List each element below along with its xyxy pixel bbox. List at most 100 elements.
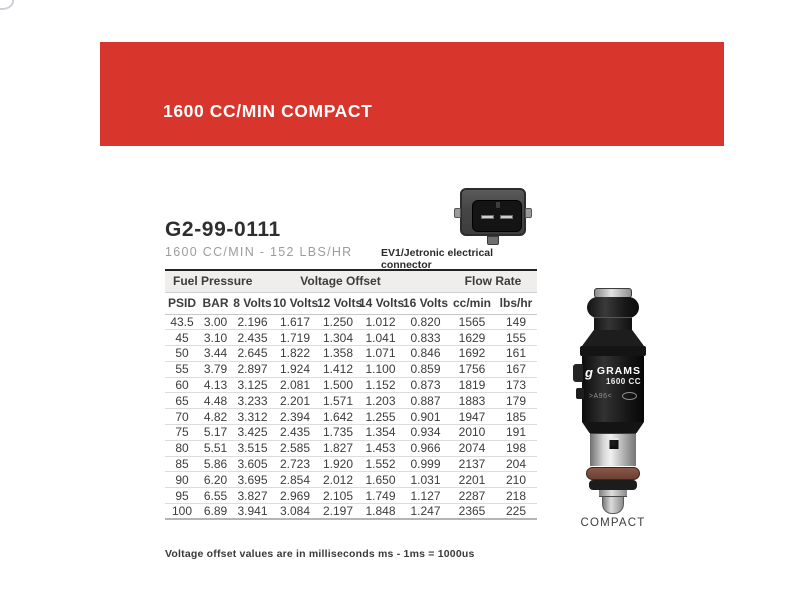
table-row: 65 4.48 3.233 2.201 1.571 1.203 0.887 1883 179 (165, 392, 538, 410)
table-cell: 1.920 (317, 456, 359, 473)
injector-clip-tab-2 (576, 388, 584, 399)
table-cell: 1883 (449, 392, 495, 410)
table-cell: 5.17 (199, 424, 232, 441)
part-number: G2-99-0111 (165, 218, 281, 241)
table-cell: 0.934 (402, 424, 449, 441)
table-cell: 1.848 (359, 503, 402, 521)
col-header-psid: PSID (165, 292, 199, 315)
table-cell: 2074 (449, 440, 495, 457)
corner-artifact (0, 0, 14, 10)
connector-housing (460, 188, 526, 236)
table-cell: 1.822 (273, 345, 317, 362)
table-cell: 2.012 (317, 471, 359, 489)
table-cell: 1.650 (359, 471, 402, 489)
col-header-ccmin: cc/min (449, 292, 495, 315)
table-row: 70 4.82 3.312 2.394 1.642 1.255 0.901 1947 185 (165, 408, 538, 426)
injector-caption: COMPACT (580, 517, 646, 529)
table-cell: 85 (165, 456, 199, 473)
table-cell: 2365 (449, 503, 495, 521)
table-row: 60 4.13 3.125 2.081 1.500 1.152 0.873 1819 173 (165, 377, 538, 394)
page-title: 1600 CC/MIN COMPACT (163, 101, 373, 121)
table-column-header-row: PSID BAR 8 Volts 10 Volts 12 Volts 14 Vo… (165, 292, 538, 315)
table-cell: 1756 (449, 361, 495, 378)
table-cell: 1.571 (317, 392, 359, 410)
table-cell: 80 (165, 440, 199, 457)
table-cell: 3.10 (199, 329, 232, 347)
table-cell: 1.358 (317, 345, 359, 362)
table-cell: 3.44 (199, 345, 232, 362)
table-cell: 0.873 (402, 377, 449, 394)
spec-table: Fuel Pressure Voltage Offset Flow Rate P… (165, 269, 538, 521)
table-cell: 1.203 (359, 392, 402, 410)
table-cell: 3.515 (232, 440, 273, 457)
table-cell: 6.20 (199, 471, 232, 489)
table-cell: 1.354 (359, 424, 402, 441)
table-cell: 3.941 (232, 503, 273, 521)
col-header-lbshr: lbs/hr (495, 292, 538, 315)
table-cell: 1.012 (359, 314, 402, 331)
col-header-16v: 16 Volts (402, 292, 449, 315)
table-cell: 75 (165, 424, 199, 441)
table-cell: 3.084 (273, 503, 317, 521)
injector-photo: g GRAMS 1600 CC >A96< (561, 286, 665, 518)
table-row: 45 3.10 2.435 1.719 1.304 1.041 0.833 1629 155 (165, 329, 538, 347)
table-cell: 65 (165, 392, 199, 410)
col-header-12v: 12 Volts (317, 292, 362, 315)
table-cell: 191 (495, 424, 538, 441)
table-cell: 1.255 (359, 408, 402, 426)
injector-body (582, 356, 644, 422)
table-cell: 1.100 (359, 361, 402, 378)
injector-taper (582, 422, 644, 433)
table-cell: 1819 (449, 377, 495, 394)
table-cell: 3.605 (232, 456, 273, 473)
connector-bottom-tab (487, 236, 499, 245)
injector-lower-disc (589, 480, 637, 490)
ev1-connector-icon (454, 186, 532, 246)
table-cell: 1565 (449, 314, 495, 331)
table-row: 100 6.89 3.941 3.084 2.197 1.848 1.247 2365 225 (165, 503, 538, 521)
table-cell: 185 (495, 408, 538, 426)
connector-pin-left (481, 215, 494, 219)
footnote: Voltage offset values are in millisecond… (165, 548, 475, 560)
table-cell: 2010 (449, 424, 495, 441)
table-cell: 2.723 (273, 456, 317, 473)
connector-pin-right (500, 215, 513, 219)
table-cell: 1.247 (402, 503, 449, 521)
table-cell: 5.51 (199, 440, 232, 457)
connector-socket (472, 200, 522, 232)
table-cell: 6.55 (199, 487, 232, 505)
table-cell: 1.749 (359, 487, 402, 505)
table-cell: 0.833 (402, 329, 449, 347)
connector-side-tab-right (525, 208, 532, 218)
table-row: 50 3.44 2.645 1.822 1.358 1.071 0.846 1692 161 (165, 345, 538, 362)
table-cell: 95 (165, 487, 199, 505)
table-cell: 1.500 (317, 377, 359, 394)
table-cell: 2.197 (317, 503, 359, 521)
table-cell: 1.031 (402, 471, 449, 489)
table-cell: 4.82 (199, 408, 232, 426)
table-row: 80 5.51 3.515 2.585 1.827 1.453 0.966 2074 198 (165, 440, 538, 457)
table-cell: 4.48 (199, 392, 232, 410)
table-cell: 2137 (449, 456, 495, 473)
table-cell: 3.00 (199, 314, 232, 331)
table-cell: 198 (495, 440, 538, 457)
table-cell: 2.897 (232, 361, 273, 378)
grams-logo-icon: g (584, 365, 593, 380)
injector-neck (594, 317, 632, 330)
table-cell: 3.695 (232, 471, 273, 489)
table-cell: 1.041 (359, 329, 402, 347)
col-header-bar: BAR (199, 292, 232, 315)
table-cell: 90 (165, 471, 199, 489)
certification-oval-icon (622, 392, 638, 400)
table-cell: 2.105 (317, 487, 359, 505)
table-cell: 218 (495, 487, 538, 505)
injector-brand-block: g GRAMS 1600 CC (561, 365, 665, 387)
table-cell: 1947 (449, 408, 495, 426)
table-cell: 4.13 (199, 377, 232, 394)
table-cell: 1692 (449, 345, 495, 362)
connector-side-tab-left (454, 208, 461, 218)
table-row: 43.5 3.00 2.196 1.617 1.250 1.012 0.820 1565 149 (165, 314, 538, 331)
table-cell: 1.453 (359, 440, 402, 457)
table-cell: 3.233 (232, 392, 273, 410)
